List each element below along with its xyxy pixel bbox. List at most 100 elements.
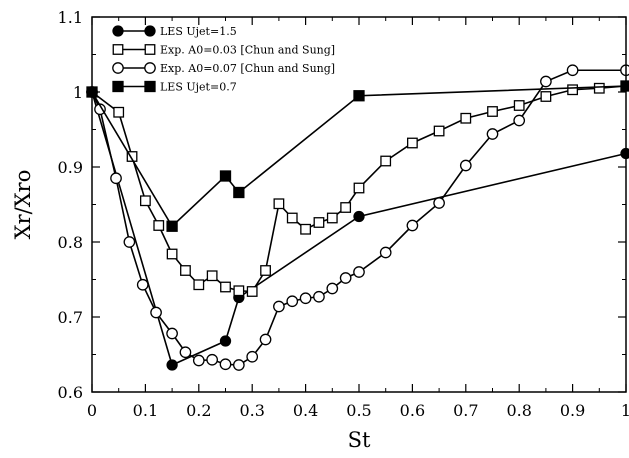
data-point [206, 270, 218, 282]
legend-marker [112, 62, 124, 74]
data-point [153, 220, 165, 231]
legend-item: LES Ujet=0.7 [112, 80, 237, 94]
data-point [379, 246, 392, 259]
data-point [460, 112, 472, 124]
series-4 [86, 80, 629, 232]
data-point [219, 335, 232, 347]
x-tick-label: 1 [621, 401, 629, 420]
data-point [620, 147, 629, 160]
y-tick-label: 0.6 [58, 383, 83, 402]
legend-marker [144, 62, 156, 74]
data-point [246, 350, 259, 363]
legend-item: Exp. A0=0.07 [Chun and Sung] [112, 62, 335, 75]
legend-label: LES Ujet=1.5 [160, 25, 237, 38]
data-point [540, 91, 552, 102]
legend-label: LES Ujet=0.7 [160, 81, 237, 94]
data-point [620, 80, 629, 92]
legend-label: Exp. A0=0.07 [Chun and Sung] [160, 62, 335, 75]
data-point [193, 279, 205, 291]
data-point [313, 290, 325, 303]
data-point [166, 327, 178, 340]
data-point [593, 82, 605, 94]
x-tick-label: 0 [87, 401, 97, 420]
data-point [150, 306, 162, 319]
series-line [91, 91, 627, 367]
y-tick-label: 1 [73, 83, 83, 102]
data-point [179, 346, 192, 359]
y-tick-label: 0.8 [58, 233, 83, 252]
data-point [513, 114, 526, 127]
x-tick-label: 0.3 [239, 401, 264, 420]
legend-marker [144, 44, 156, 55]
data-point [206, 353, 218, 366]
data-point [406, 219, 419, 232]
x-tick-label: 0.8 [506, 401, 531, 420]
data-point [326, 212, 338, 224]
data-point [540, 75, 552, 88]
data-point [273, 300, 285, 313]
data-point [313, 217, 325, 228]
data-point [180, 265, 191, 276]
data-point [299, 292, 312, 305]
data-point [110, 172, 122, 185]
series-3 [86, 64, 629, 371]
data-point [433, 197, 445, 209]
data-point [433, 125, 445, 137]
x-tick-label: 0.4 [293, 401, 318, 420]
y-axis-title: Xr/Xro [11, 170, 35, 240]
data-point [136, 278, 149, 291]
x-tick-label: 0.5 [346, 401, 371, 420]
y-tick-label: 0.7 [58, 308, 83, 327]
legend-item: LES Ujet=1.5 [112, 25, 237, 38]
data-point [406, 137, 418, 149]
series-layer [86, 64, 629, 371]
x-tick-label: 0.6 [400, 401, 425, 420]
x-tick-label: 0.2 [186, 401, 211, 420]
data-point [246, 286, 258, 297]
data-point [233, 359, 245, 371]
data-point [353, 182, 365, 194]
data-point [566, 64, 579, 77]
data-point [300, 223, 312, 235]
data-point [126, 151, 138, 162]
data-point [353, 210, 365, 223]
data-point [219, 358, 232, 371]
legend-marker [112, 44, 124, 55]
data-point [487, 106, 498, 117]
data-point [260, 265, 271, 276]
legend-marker [144, 25, 156, 37]
data-point [219, 170, 232, 182]
legend-marker [112, 25, 124, 37]
data-point [340, 202, 352, 213]
x-tick-label: 0.9 [560, 401, 585, 420]
data-point [286, 212, 298, 224]
data-point [286, 295, 299, 308]
data-point [113, 106, 125, 118]
legend-marker [112, 80, 124, 93]
x-axis-title: St [348, 428, 371, 452]
data-point [166, 220, 178, 232]
legend-label: Exp. A0=0.03 [Chun and Sung] [160, 44, 335, 57]
data-point [139, 195, 151, 207]
y-tick-label: 0.9 [58, 158, 83, 177]
data-point [166, 248, 178, 260]
data-point [326, 282, 339, 295]
data-point [459, 159, 472, 172]
data-point [353, 90, 365, 102]
legend: LES Ujet=1.5 Exp. A0=0.03 [Chun and Sung]… [112, 25, 335, 94]
data-point [339, 272, 352, 284]
series-line [91, 85, 627, 228]
data-point [123, 236, 136, 248]
data-point [233, 285, 245, 297]
data-point [353, 266, 365, 278]
data-point [380, 155, 392, 167]
x-tick-label: 0.7 [453, 401, 478, 420]
data-point [486, 128, 499, 140]
data-point [620, 64, 629, 77]
data-point [192, 354, 205, 367]
data-point [273, 198, 285, 210]
series-2 [86, 80, 629, 297]
data-point [567, 84, 578, 96]
axis-ticks: 0 0.1 0.2 0.3 0.4 0.5 0.6 0.7 0.8 0.9 1 0.6 0.7 0.8 0.… [58, 8, 629, 420]
